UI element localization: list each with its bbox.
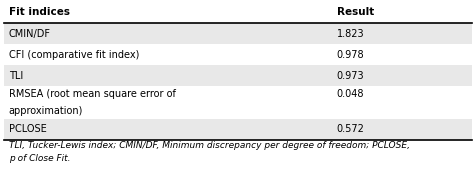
Text: CFI (comparative fit index): CFI (comparative fit index): [9, 50, 139, 60]
Text: approximation): approximation): [9, 106, 83, 116]
Bar: [4, 65, 472, 86]
Text: p of Close Fit.: p of Close Fit.: [9, 154, 70, 163]
Bar: [4, 86, 472, 119]
Text: RMSEA (root mean square error of: RMSEA (root mean square error of: [9, 89, 175, 99]
Text: 0.048: 0.048: [337, 89, 364, 99]
Text: 1.823: 1.823: [337, 29, 364, 39]
Text: PCLOSE: PCLOSE: [9, 124, 46, 134]
Bar: [4, 119, 472, 140]
Bar: [4, 44, 472, 65]
Text: 0.572: 0.572: [337, 124, 365, 134]
Bar: [4, 23, 472, 44]
Text: Fit indices: Fit indices: [9, 7, 70, 17]
Text: CMIN/DF: CMIN/DF: [9, 29, 51, 39]
Text: TLI, Tucker-Lewis index; CMIN/DF, Minimum discrepancy per degree of freedom; PCL: TLI, Tucker-Lewis index; CMIN/DF, Minimu…: [9, 141, 410, 150]
Text: 0.978: 0.978: [337, 50, 364, 60]
Text: Result: Result: [337, 7, 374, 17]
Text: 0.973: 0.973: [337, 71, 364, 81]
Bar: [4, 0, 472, 23]
Text: TLI: TLI: [9, 71, 23, 81]
